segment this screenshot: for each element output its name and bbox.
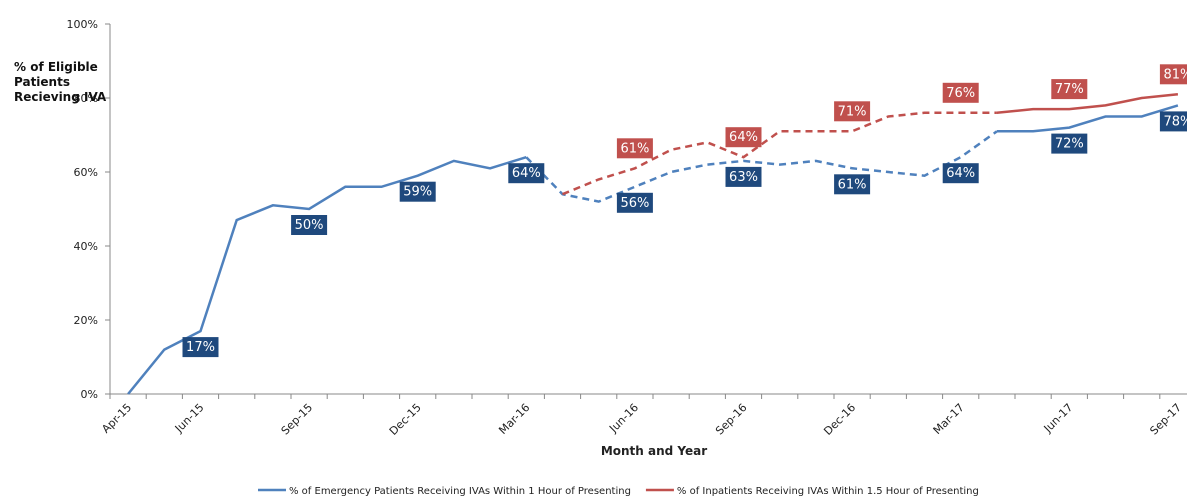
x-tick-label: Dec-15 [387,401,424,438]
value-label: 72% [1055,137,1084,152]
series-line [562,111,997,196]
value-label-box [508,163,545,184]
legend-label: % of Emergency Patients Receiving IVAs W… [289,486,631,496]
y-tick-label: 40% [74,240,98,253]
x-tick-label: Jun-16 [606,401,641,436]
x-tick-label: Apr-15 [99,401,134,436]
value-label-box [1051,133,1088,154]
value-label: 76% [946,86,975,101]
value-label-box [399,181,436,202]
y-tick-label: 100% [67,18,98,31]
value-label-box [1159,111,1187,132]
y-axis-title: % of Eligible Patients Recieving IVA [14,60,107,104]
value-label: 71% [838,104,867,119]
series-line [525,130,998,203]
value-label: 64% [512,166,541,181]
value-label-box [834,174,871,195]
value-label-box [182,337,219,358]
value-label-box [291,215,328,235]
value-label-box [942,82,979,103]
value-label: 77% [1055,82,1084,97]
series-line [996,104,1179,133]
value-label-box [725,166,762,187]
value-label: 56% [620,196,649,211]
value-label: 61% [838,177,867,192]
value-label-box [1051,79,1088,100]
value-label-box [834,101,871,122]
x-tick-label: Sep-16 [713,401,750,438]
value-label: 78% [1163,114,1187,129]
value-label: 64% [946,166,975,181]
x-axis-title: Month and Year [601,444,707,458]
value-label-box [942,163,979,184]
value-label-box [616,192,653,213]
y-tick-label: 60% [74,166,98,179]
x-tick-label: Dec-16 [821,401,858,438]
y-tick-label: 80% [74,92,98,105]
value-label: 17% [186,340,215,355]
x-tick-label: Mar-17 [931,401,967,437]
value-label: 50% [295,218,324,233]
value-label: 61% [620,141,649,156]
series-line [996,93,1179,115]
value-label: 64% [729,130,758,145]
value-label: 63% [729,170,758,185]
value-label-box [1159,64,1187,85]
x-tick-label: Mar-16 [496,401,532,437]
y-tick-label: 0% [81,388,98,401]
x-tick-label: Sep-15 [279,401,316,438]
x-tick-label: Jun-17 [1041,401,1076,436]
value-label: 81% [1163,67,1187,82]
x-tick-label: Sep-17 [1147,401,1184,438]
legend-label: % of Inpatients Receiving IVAs Within 1.… [677,486,979,496]
x-tick-label: Jun-15 [172,401,207,436]
value-label-box [616,138,653,159]
series-line [127,156,527,395]
value-label: 59% [403,185,432,200]
y-tick-label: 20% [74,314,98,327]
value-label-box [725,127,762,148]
